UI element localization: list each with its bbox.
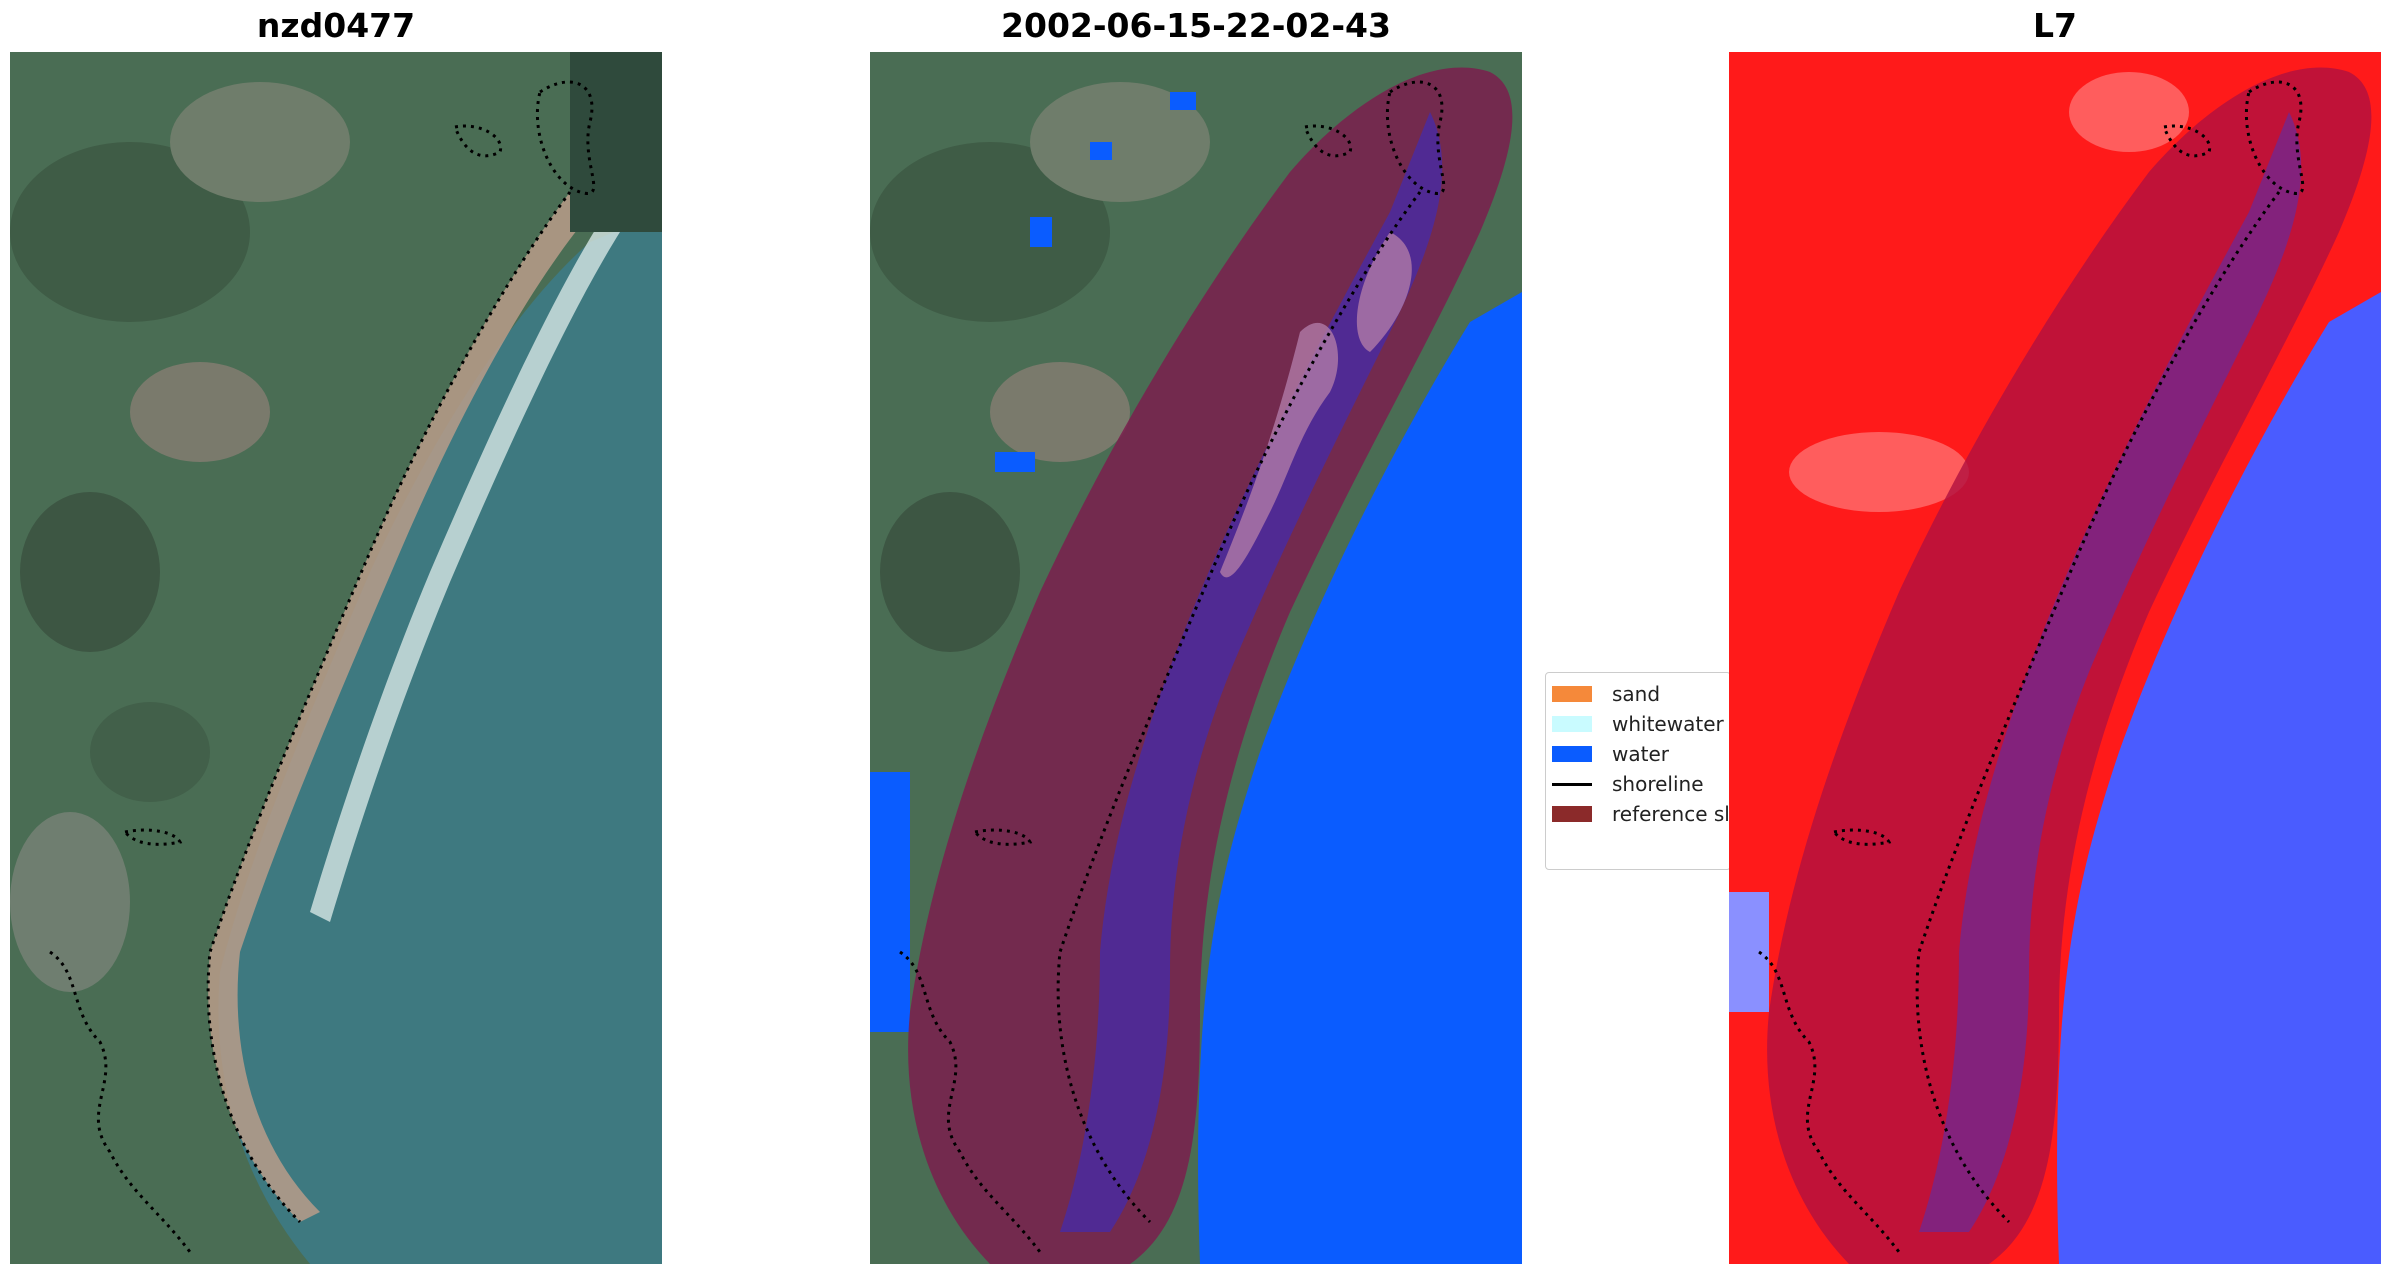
legend-label-water: water [1612,742,1669,766]
legend-item-whitewater: whitewater [1546,709,1730,739]
legend-item-water: water [1546,739,1730,769]
legend-swatch-reference [1552,806,1592,822]
classified-image-panel [870,52,1522,1264]
legend-label-reference: reference sl [1612,802,1730,826]
legend-item-shoreline: shoreline [1546,769,1730,799]
legend-swatch-whitewater [1552,716,1592,732]
legend-item-reference: reference sl [1546,799,1730,829]
legend-item-sand: sand [1546,679,1730,709]
legend-label-shoreline: shoreline [1612,772,1704,796]
legend-label-whitewater: whitewater [1612,712,1724,736]
panel-title-rgb: nzd0477 [256,6,416,45]
panel-title-classified: 2002-06-15-22-02-43 [1001,6,1391,45]
legend-label-sand: sand [1612,682,1661,706]
classified-image [870,52,1522,1264]
legend: sand whitewater water shoreline referenc… [1545,672,1731,870]
panel-title-index: L7 [2033,6,2077,45]
legend-swatch-sand [1552,686,1592,702]
rgb-image-panel [10,52,662,1264]
index-image-panel [1729,52,2381,1264]
rgb-image [10,52,662,1264]
legend-line-shoreline [1552,782,1592,786]
legend-swatch-water [1552,746,1592,762]
index-image [1729,52,2381,1264]
